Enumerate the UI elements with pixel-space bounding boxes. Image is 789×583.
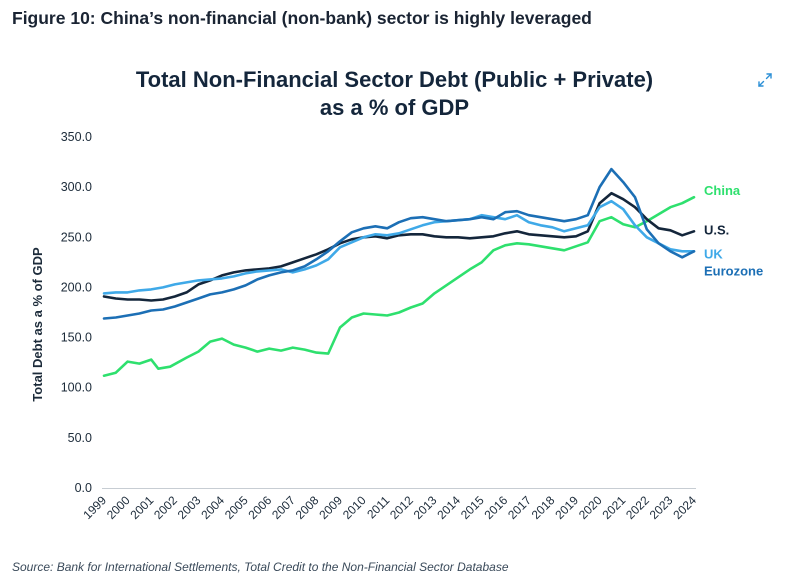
x-tick-label: 2001 [128,493,157,522]
x-tick-label: 2015 [458,493,487,522]
x-tick-label: 2002 [151,493,180,522]
expand-arrows-icon[interactable] [757,72,773,88]
x-tick-label: 2000 [104,493,133,522]
x-tick-label: 2009 [316,493,345,522]
chart-title: Total Non-Financial Sector Debt (Public … [0,66,789,122]
x-tick-label: 2007 [269,493,298,522]
x-tick-label: 2018 [529,493,558,522]
x-tick-label: 2020 [576,493,605,522]
y-tick-label: 300.0 [61,180,92,194]
x-tick-label: 2022 [623,493,652,522]
x-tick-label: 2017 [505,493,534,522]
x-tick-label: 2011 [364,493,392,521]
chart-title-line1: Total Non-Financial Sector Debt (Public … [135,67,654,92]
legend-label-china: China [704,183,741,198]
y-tick-label: 50.0 [68,431,92,445]
series-line-eurozone [102,167,696,320]
source-note: Source: Bank for International Settlemen… [12,560,509,574]
x-tick-label: 2012 [387,493,416,522]
legend-label-uk: UK [704,246,723,261]
y-tick-label: 100.0 [61,381,92,395]
y-tick-label: 200.0 [61,280,92,294]
chart-title-line2: as a % of GDP [319,95,470,120]
y-axis-title: Total Debt as a % of GDP [30,247,45,402]
figure-caption: Figure 10: China’s non-financial (non-ba… [12,8,592,28]
x-tick-label: 2008 [293,493,322,522]
y-tick-label: 0.0 [75,481,92,495]
x-tick-label: 2019 [552,493,581,522]
x-tick-label: 2003 [175,493,204,522]
y-tick-label: 250.0 [61,230,92,244]
legend-label-eurozone: Eurozone [704,263,763,278]
x-tick-label: 2006 [246,493,275,522]
legend-label-us: U.S. [704,222,729,237]
x-tick-label: 2016 [482,493,511,522]
series-line-uk [102,199,696,295]
y-tick-label: 150.0 [61,331,92,345]
x-tick-label: 2023 [647,493,676,522]
series-line-us [102,191,696,302]
x-tick-label: 2021 [600,493,629,522]
y-tick-label: 350.0 [61,130,92,144]
x-tick-label: 2014 [434,493,463,522]
x-tick-label: 1999 [80,493,109,522]
x-tick-label: 2024 [670,493,699,522]
x-tick-label: 2004 [198,493,227,522]
x-tick-label: 2013 [411,493,440,522]
series-line-china [102,195,696,377]
x-tick-label: 2010 [340,493,369,522]
x-tick-label: 2005 [222,493,251,522]
